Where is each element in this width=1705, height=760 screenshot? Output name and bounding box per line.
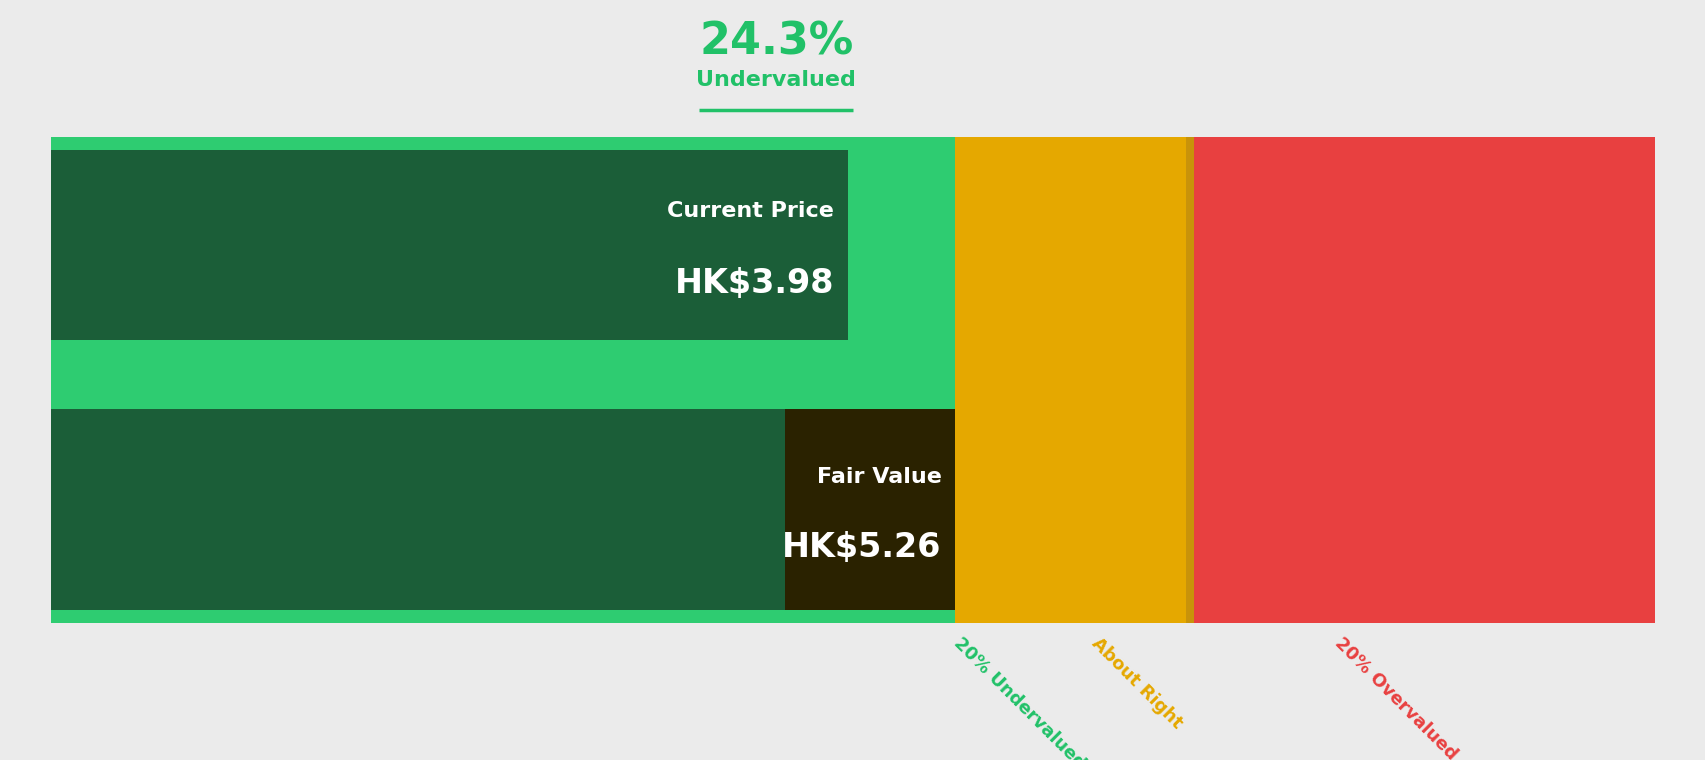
Text: 20% Undervalued: 20% Undervalued (950, 635, 1088, 760)
Text: Current Price: Current Price (667, 201, 834, 221)
Text: About Right: About Right (1088, 635, 1185, 733)
Bar (955, 137, 1185, 623)
Bar (1194, 137, 1654, 623)
Bar (784, 409, 955, 610)
Text: 20% Overvalued: 20% Overvalued (1330, 635, 1459, 760)
Text: HK$3.98: HK$3.98 (675, 267, 834, 299)
Bar (51, 150, 847, 340)
Text: 24.3%: 24.3% (699, 21, 852, 63)
Text: Fair Value: Fair Value (817, 467, 941, 487)
Bar (51, 409, 955, 610)
Bar (51, 137, 955, 623)
Bar (1185, 137, 1194, 623)
Text: Undervalued: Undervalued (696, 70, 856, 90)
Text: HK$5.26: HK$5.26 (783, 530, 941, 564)
